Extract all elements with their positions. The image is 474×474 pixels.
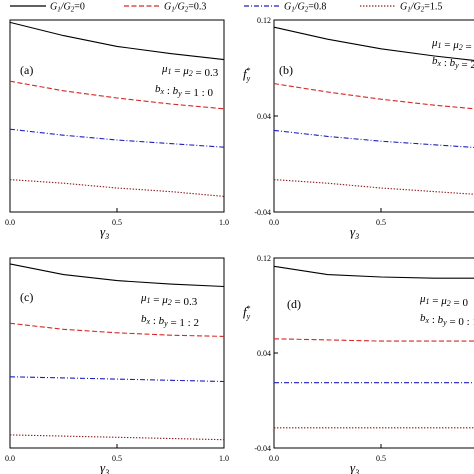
x-tick-label: 1.0: [219, 218, 229, 227]
legend-label: G1/G2=1.5: [400, 2, 442, 14]
panel-label: (d): [287, 297, 301, 311]
y-axis-label: f* y: [243, 66, 251, 83]
series-line: [9, 128, 225, 148]
chart-panel: 0.0 0.5 1.0 (a) μ1 = μ2 = 0.3 bx : by = 1 : 0…: [5, 19, 229, 241]
plot-frame: [9, 19, 225, 213]
legend-label: G1/G2=0: [50, 2, 85, 14]
legend: G1/G2=0 G1/G2=0.3 G1/G2=0.8 G1/G2=1.5: [10, 2, 442, 14]
y-tick-label: -0.04: [254, 444, 271, 453]
panel-annotation: bx : by = 2: [432, 55, 474, 71]
chart-panel: 0.00.51.00.120.04-0.04(b)μ1 = μ2 = 0.3bx…: [243, 16, 474, 241]
x-tick-label: 0.0: [5, 218, 15, 227]
y-tick-label: -0.04: [254, 208, 271, 217]
x-tick-label: 0.0: [5, 454, 15, 463]
series-line: [9, 179, 225, 197]
plot-frame: [273, 257, 474, 449]
chart-panel: 0.0 0.5 1.0 (c) μ1 = μ2 = 0.3 bx : by = 1 : 2…: [5, 257, 229, 474]
panel-annotation: μ1 = μ2 = 0: [419, 293, 468, 309]
legend-label: G1/G2=0.3: [164, 2, 206, 14]
chart-panels: 0.0 0.5 1.0 (a) μ1 = μ2 = 0.3 bx : by = 1 : 0…: [5, 16, 474, 474]
y-tick-label: 0.04: [257, 349, 271, 358]
y-tick-label: 0.12: [257, 16, 271, 25]
series-line: [9, 434, 225, 441]
series-line: [9, 21, 225, 61]
panel-label: (c): [20, 290, 33, 304]
y-tick-label: 0.04: [257, 112, 271, 121]
series-line: [273, 265, 474, 279]
panel-label: (a): [20, 63, 33, 77]
series-line: [9, 263, 225, 288]
x-tick-label: 0.0: [269, 454, 279, 463]
series-line: [9, 376, 225, 383]
chart-panel: 0.00.51.00.120.04-0.04(d)μ1 = μ2 = 0bx :…: [243, 254, 474, 474]
x-tick-label: 0.5: [112, 218, 122, 227]
panel-label: (b): [279, 63, 293, 77]
plot-frame: [9, 257, 225, 449]
x-tick-label: 0.0: [269, 218, 279, 227]
x-tick-label: 0.5: [112, 454, 122, 463]
x-axis-label: γ3: [350, 224, 359, 241]
x-axis-label: γ3: [350, 460, 359, 474]
panel-annotation: bx : by = 1 : 0: [155, 83, 213, 99]
series-line: [273, 179, 474, 195]
panel-annotation: bx : by = 0 : 1: [420, 312, 474, 328]
legend-label: G1/G2=0.8: [284, 2, 326, 14]
series-line: [273, 338, 474, 342]
x-tick-label: 0.5: [376, 454, 386, 463]
series-line: [9, 80, 225, 110]
panel-annotation: μ1 = μ2 = 0.3: [431, 37, 474, 53]
panel-annotation: bx : by = 1 : 2: [141, 313, 199, 329]
series-line: [273, 129, 474, 149]
x-tick-label: 1.0: [219, 454, 229, 463]
series-line: [273, 26, 474, 61]
x-axis-label: γ3: [100, 460, 109, 474]
series-line: [9, 322, 225, 337]
y-tick-label: 0.12: [257, 254, 271, 263]
x-tick-label: 0.5: [376, 218, 386, 227]
y-axis-label: f* y: [243, 304, 251, 321]
panel-annotation: μ1 = μ2 = 0.3: [140, 292, 198, 308]
series-line: [273, 83, 474, 110]
x-axis-label: γ3: [100, 224, 109, 241]
panel-annotation: μ1 = μ2 = 0.3: [161, 63, 219, 79]
